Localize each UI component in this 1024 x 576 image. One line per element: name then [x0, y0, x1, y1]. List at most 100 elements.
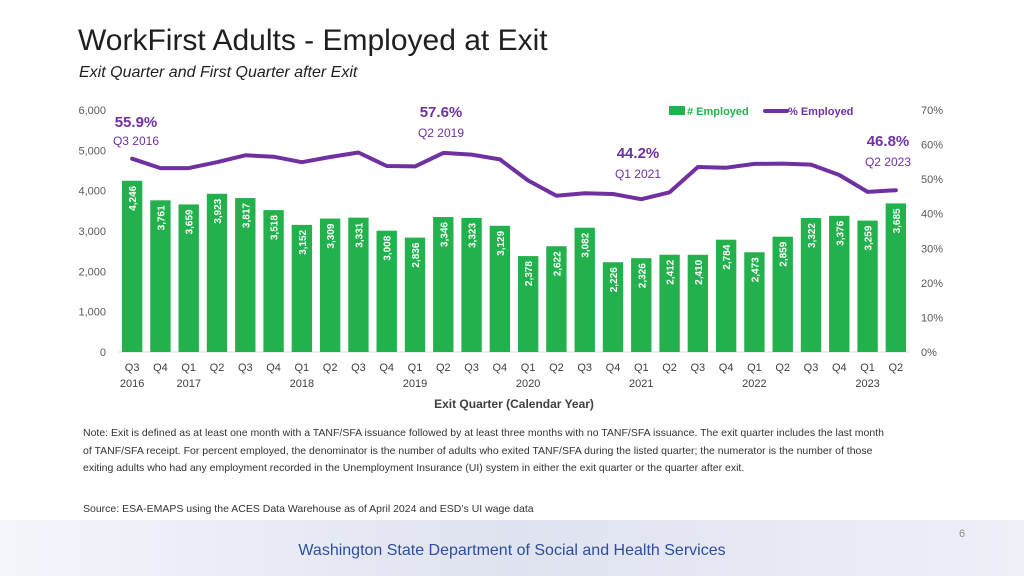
bar — [319, 218, 341, 352]
left-axis-tick: 4,000 — [78, 186, 106, 198]
x-tick-label: Q1 — [747, 362, 762, 374]
footer-organization: Washington State Department of Social an… — [298, 542, 726, 559]
page-title: WorkFirst Adults - Employed at Exit — [78, 24, 548, 57]
right-axis-tick: 70% — [921, 105, 943, 117]
x-tick-label: Q2 — [775, 362, 790, 374]
bar-value-label: 2,859 — [779, 241, 790, 266]
bar — [489, 225, 511, 352]
bar-value-label: 3,331 — [354, 222, 365, 247]
bar — [602, 262, 624, 352]
x-tick-label: Q1 — [860, 362, 875, 374]
legend-line-label: % Employed — [788, 106, 853, 118]
x-tick-label: Q1 — [181, 362, 196, 374]
left-axis-tick: 0 — [100, 347, 106, 359]
annotation-value: 57.6% — [420, 104, 463, 121]
right-axis-tick: 0% — [921, 347, 937, 359]
right-axis-tick: 10% — [921, 312, 943, 324]
definition-note: Note: Exit is defined as at least one mo… — [83, 427, 884, 474]
annotation-period: Q2 2023 — [865, 155, 911, 169]
footer-band — [0, 520, 1024, 576]
x-tick-label: Q4 — [719, 362, 734, 374]
x-year-label: 2017 — [176, 378, 200, 390]
x-year-label: 2019 — [403, 378, 427, 390]
x-tick-label: Q2 — [549, 362, 564, 374]
bar — [461, 217, 482, 352]
bar — [291, 224, 313, 352]
bar — [404, 237, 426, 352]
bar-value-label: 2,836 — [411, 242, 422, 267]
x-year-label: 2022 — [742, 378, 766, 390]
bar — [433, 217, 454, 352]
bar-value-label: 2,622 — [552, 251, 563, 276]
left-axis-tick: 1,000 — [78, 307, 106, 319]
bar-value-label: 3,129 — [496, 230, 507, 255]
bar-value-label: 3,817 — [241, 203, 252, 228]
bar — [744, 252, 765, 352]
bar — [121, 180, 143, 352]
right-axis-tick: 40% — [921, 209, 943, 221]
x-year-label: 2018 — [290, 378, 314, 390]
x-tick-label: Q3 — [125, 362, 140, 374]
annotation-period: Q1 2021 — [615, 167, 661, 181]
bar — [348, 217, 369, 352]
right-axis-tick: 50% — [921, 174, 943, 186]
bar — [772, 236, 793, 352]
bar — [857, 220, 878, 352]
x-tick-label: Q1 — [295, 362, 310, 374]
x-tick-label: Q2 — [323, 362, 338, 374]
left-axis-tick: 3,000 — [78, 226, 106, 238]
page-number: 6 — [959, 528, 966, 540]
bar-value-label: 3,346 — [439, 222, 450, 247]
bar-value-label: 3,152 — [298, 229, 309, 254]
left-axis-tick: 5,000 — [78, 145, 106, 157]
x-tick-label: Q4 — [493, 362, 508, 374]
x-tick-label: Q1 — [521, 362, 536, 374]
bar-value-label: 2,410 — [694, 259, 705, 284]
x-tick-label: Q3 — [577, 362, 592, 374]
x-tick-label: Q3 — [464, 362, 479, 374]
x-tick-label: Q3 — [351, 362, 366, 374]
annotation-period: Q2 2019 — [418, 126, 464, 140]
bar — [546, 246, 567, 352]
bar — [829, 215, 850, 352]
x-tick-label: Q1 — [634, 362, 649, 374]
x-tick-label: Q2 — [210, 362, 225, 374]
bar — [574, 227, 595, 352]
x-axis-title: Exit Quarter (Calendar Year) — [434, 397, 594, 411]
bar-value-label: 3,008 — [383, 235, 394, 260]
page-subtitle: Exit Quarter and First Quarter after Exi… — [79, 64, 358, 81]
x-year-label: 2020 — [516, 378, 540, 390]
bar-value-label: 2,378 — [524, 261, 535, 286]
x-tick-label: Q2 — [662, 362, 677, 374]
bar-value-label: 3,659 — [185, 209, 196, 234]
annotation-value: 46.8% — [867, 133, 910, 150]
bar — [235, 198, 256, 352]
bar-value-label: 2,226 — [609, 267, 620, 292]
bar — [800, 218, 822, 352]
x-year-label: 2021 — [629, 378, 653, 390]
bar — [715, 239, 737, 352]
bar-value-label: 2,412 — [666, 259, 677, 284]
bar-value-label: 2,473 — [750, 257, 761, 282]
x-tick-label: Q2 — [889, 362, 904, 374]
legend-bar-label: # Employed — [687, 106, 749, 118]
bar — [263, 210, 284, 352]
annotation-period: Q3 2016 — [113, 134, 159, 148]
bar — [150, 200, 171, 352]
x-year-label: 2016 — [120, 378, 144, 390]
bar — [659, 254, 680, 352]
bar — [178, 204, 199, 352]
bar — [687, 254, 709, 352]
annotation-value: 55.9% — [115, 114, 158, 131]
bar-value-label: 3,761 — [156, 205, 167, 230]
x-tick-label: Q4 — [606, 362, 621, 374]
bar-value-label: 3,259 — [864, 225, 875, 250]
annotation-value: 44.2% — [617, 145, 660, 162]
right-axis-tick: 60% — [921, 140, 943, 152]
bar — [376, 230, 397, 352]
bar-value-label: 3,309 — [326, 223, 337, 248]
x-tick-label: Q4 — [266, 362, 281, 374]
bar-value-label: 4,246 — [128, 185, 139, 210]
bar-value-label: 2,784 — [722, 244, 733, 269]
bar-value-label: 3,923 — [213, 198, 224, 223]
